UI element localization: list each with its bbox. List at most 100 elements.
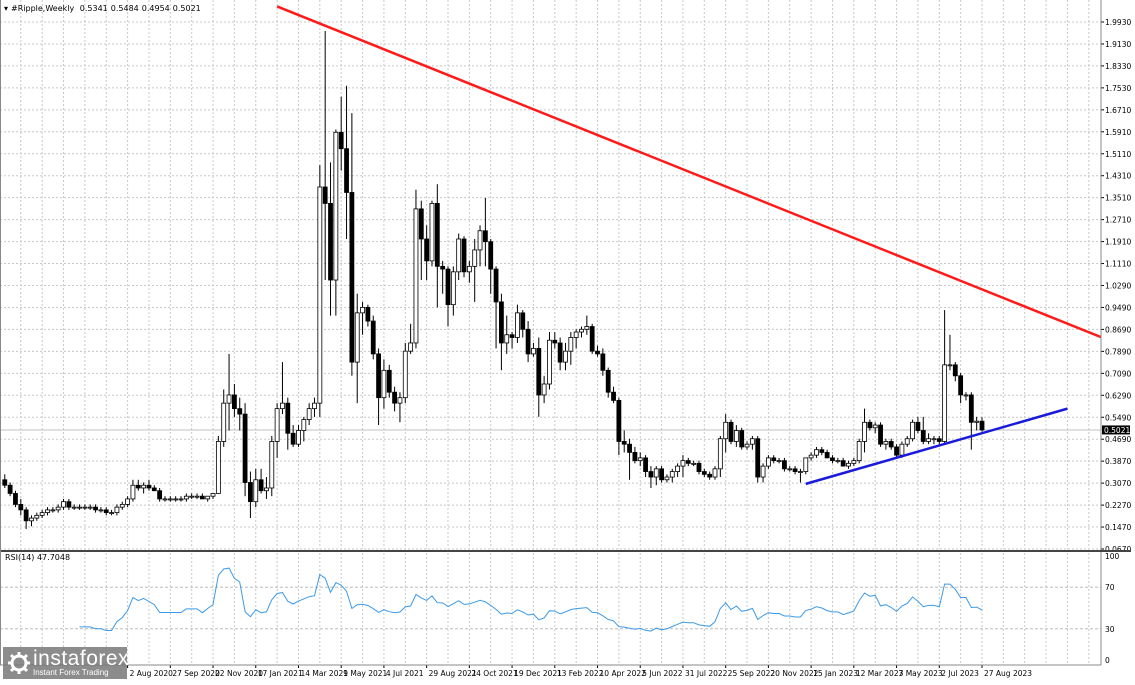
candle[interactable] [798, 468, 803, 483]
candle[interactable] [333, 129, 339, 316]
candle[interactable] [66, 498, 72, 510]
candle[interactable] [867, 419, 873, 431]
candle[interactable] [317, 165, 323, 417]
candle[interactable] [50, 507, 56, 513]
candle[interactable] [509, 332, 515, 349]
candle[interactable] [915, 416, 921, 434]
candle[interactable] [883, 438, 889, 450]
candle[interactable] [648, 466, 654, 488]
candle[interactable] [872, 422, 878, 434]
candle[interactable] [477, 225, 483, 267]
candle[interactable] [627, 438, 632, 480]
candle[interactable] [749, 435, 755, 450]
candle[interactable] [167, 496, 173, 502]
candle[interactable] [98, 507, 104, 513]
candle[interactable] [787, 466, 793, 472]
candle[interactable] [659, 466, 664, 483]
candle[interactable] [402, 342, 408, 404]
candle[interactable] [851, 457, 857, 467]
candle[interactable] [360, 301, 365, 335]
candle[interactable] [109, 509, 114, 516]
candle[interactable] [429, 200, 435, 267]
candle[interactable] [952, 362, 958, 382]
candle[interactable] [531, 342, 536, 357]
candle[interactable] [242, 403, 248, 497]
candle[interactable] [125, 496, 130, 508]
candle[interactable] [183, 493, 189, 502]
candle[interactable] [733, 425, 739, 447]
candle[interactable] [296, 425, 301, 447]
candle[interactable] [248, 471, 253, 519]
candle[interactable] [434, 184, 440, 308]
candle[interactable] [584, 315, 590, 335]
candle[interactable] [846, 460, 851, 469]
candle[interactable] [210, 493, 216, 499]
candle[interactable] [803, 457, 809, 475]
candle[interactable] [958, 373, 964, 404]
candle[interactable] [424, 225, 430, 281]
candle[interactable] [557, 337, 563, 371]
candle[interactable] [39, 509, 45, 519]
candle[interactable] [979, 417, 985, 432]
candle[interactable] [130, 479, 136, 502]
candle[interactable] [728, 419, 734, 445]
candle[interactable] [819, 446, 825, 456]
candle[interactable] [707, 471, 713, 480]
candle[interactable] [45, 507, 50, 516]
candle[interactable] [493, 266, 499, 349]
candle[interactable] [563, 342, 568, 371]
candle[interactable] [397, 392, 403, 423]
candle[interactable] [814, 446, 819, 458]
candle[interactable] [392, 386, 398, 412]
candle[interactable] [178, 496, 184, 502]
candle[interactable] [600, 348, 606, 376]
candle[interactable] [664, 474, 670, 483]
candle[interactable] [440, 260, 446, 294]
candle[interactable] [226, 353, 232, 431]
candle[interactable] [579, 326, 584, 338]
candle[interactable] [824, 449, 830, 459]
candle[interactable] [306, 403, 312, 426]
candle[interactable] [830, 455, 835, 464]
candle[interactable] [135, 479, 141, 491]
candle[interactable] [221, 389, 227, 447]
candle[interactable] [515, 304, 520, 343]
candle[interactable] [274, 403, 280, 458]
candle[interactable] [963, 392, 969, 401]
candle[interactable] [520, 310, 526, 338]
candle[interactable] [162, 496, 168, 502]
candle[interactable] [461, 236, 467, 278]
candle[interactable] [146, 479, 152, 491]
candle[interactable] [445, 266, 451, 327]
candle[interactable] [119, 501, 125, 510]
candle[interactable] [258, 468, 264, 494]
candle[interactable] [568, 332, 574, 365]
candle[interactable] [573, 329, 579, 349]
candle[interactable] [739, 427, 745, 450]
candle[interactable] [151, 485, 157, 492]
candle[interactable] [23, 507, 29, 530]
candle[interactable] [701, 468, 707, 478]
candle[interactable] [269, 435, 275, 497]
candle[interactable] [370, 315, 376, 360]
candle[interactable] [621, 430, 627, 453]
candle[interactable] [215, 435, 221, 494]
candle[interactable] [669, 468, 675, 483]
candle[interactable] [766, 455, 771, 469]
candle[interactable] [322, 31, 328, 281]
candle[interactable] [776, 457, 782, 464]
candle[interactable] [344, 85, 349, 239]
candle[interactable] [894, 444, 899, 458]
candle[interactable] [386, 364, 392, 398]
candle[interactable] [466, 260, 472, 283]
candle[interactable] [888, 438, 894, 450]
candle[interactable] [616, 397, 622, 456]
candle[interactable] [61, 498, 66, 510]
candle[interactable] [13, 490, 18, 508]
candle[interactable] [637, 452, 643, 467]
candle[interactable] [488, 238, 494, 294]
candle[interactable] [194, 493, 200, 499]
candle[interactable] [595, 345, 600, 357]
candle[interactable] [936, 435, 942, 445]
candle[interactable] [974, 416, 980, 431]
